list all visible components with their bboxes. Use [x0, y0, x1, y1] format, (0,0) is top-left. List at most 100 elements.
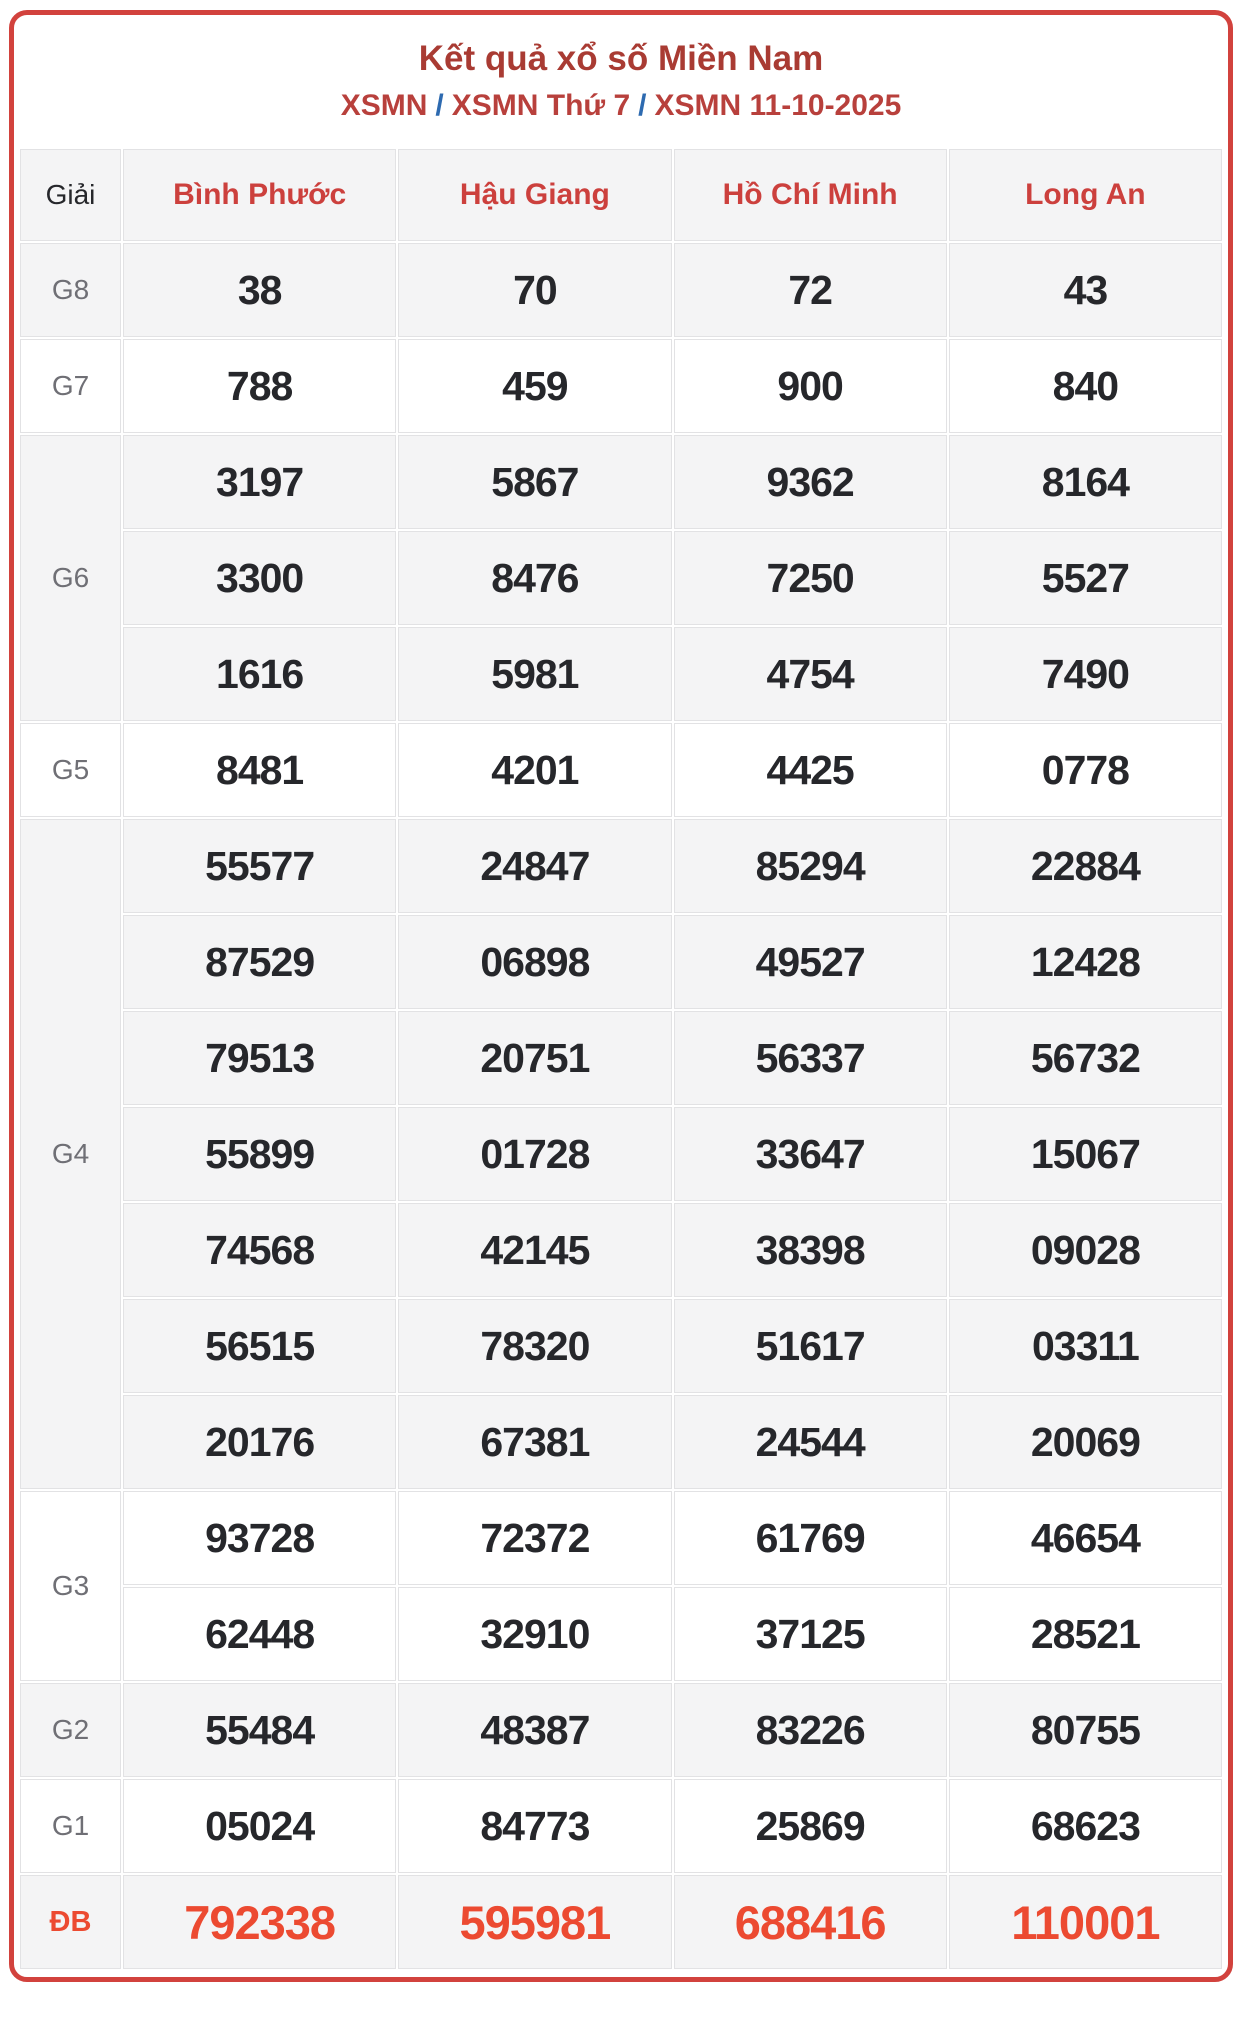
result-number: 51617	[673, 1299, 947, 1393]
result-number: 5527	[948, 531, 1222, 625]
column-header-prize: Giải	[20, 149, 121, 241]
result-number: 688416	[673, 1875, 947, 1969]
result-number: 72	[673, 243, 947, 337]
prize-label-g6: G6	[20, 435, 121, 721]
result-number: 84773	[398, 1779, 672, 1873]
result-number: 72372	[398, 1491, 672, 1585]
result-number: 56732	[948, 1011, 1222, 1105]
result-number: 20069	[948, 1395, 1222, 1489]
breadcrumb-separator: /	[435, 89, 444, 122]
result-number: 09028	[948, 1203, 1222, 1297]
table-row: ĐB 792338 595981 688416 110001	[20, 1875, 1222, 1969]
result-number: 459	[398, 339, 672, 433]
result-number: 03311	[948, 1299, 1222, 1393]
result-number: 46654	[948, 1491, 1222, 1585]
result-number: 56337	[673, 1011, 947, 1105]
table-row: G5 8481 4201 4425 0778	[20, 723, 1222, 817]
result-number: 55577	[123, 819, 397, 913]
result-number: 15067	[948, 1107, 1222, 1201]
result-number: 595981	[398, 1875, 672, 1969]
result-number: 28521	[948, 1587, 1222, 1681]
result-number: 4201	[398, 723, 672, 817]
result-number: 788	[123, 339, 397, 433]
result-number: 78320	[398, 1299, 672, 1393]
prize-label-g5: G5	[20, 723, 121, 817]
result-number: 24847	[398, 819, 672, 913]
table-row: 56515 78320 51617 03311	[20, 1299, 1222, 1393]
result-number: 61769	[673, 1491, 947, 1585]
result-number: 1616	[123, 627, 397, 721]
result-number: 20751	[398, 1011, 672, 1105]
result-number: 38398	[673, 1203, 947, 1297]
result-number: 49527	[673, 915, 947, 1009]
result-number: 12428	[948, 915, 1222, 1009]
result-number: 9362	[673, 435, 947, 529]
result-number: 5867	[398, 435, 672, 529]
prize-label-g8: G8	[20, 243, 121, 337]
table-row: 79513 20751 56337 56732	[20, 1011, 1222, 1105]
result-number: 42145	[398, 1203, 672, 1297]
result-number: 05024	[123, 1779, 397, 1873]
page-title: Kết quả xổ số Miền Nam	[418, 39, 824, 78]
result-number: 24544	[673, 1395, 947, 1489]
table-row: G8 38 70 72 43	[20, 243, 1222, 337]
result-number: 80755	[948, 1683, 1222, 1777]
result-number: 56515	[123, 1299, 397, 1393]
prize-label-g3: G3	[20, 1491, 121, 1681]
result-number: 38	[123, 243, 397, 337]
result-number: 25869	[673, 1779, 947, 1873]
lottery-results-panel: Kết quả xổ số Miền Nam XSMN / XSMN Thứ 7/X…	[9, 10, 1233, 1982]
result-number: 4754	[673, 627, 947, 721]
result-number: 33647	[673, 1107, 947, 1201]
table-row: 87529 06898 49527 12428	[20, 915, 1222, 1009]
result-number: 01728	[398, 1107, 672, 1201]
column-header-long-an: Long An	[948, 149, 1222, 241]
result-number: 68623	[948, 1779, 1222, 1873]
result-number: 55484	[123, 1683, 397, 1777]
breadcrumb-item-xsmn[interactable]: XSMN	[340, 89, 428, 122]
breadcrumb-item-xsmn-date[interactable]: XSMN 11-10-2025	[654, 89, 902, 122]
table-row: 1616 5981 4754 7490	[20, 627, 1222, 721]
breadcrumb-item-xsmn-weekday[interactable]: XSMN Thứ 7	[451, 89, 631, 122]
result-number: 3300	[123, 531, 397, 625]
result-number: 37125	[673, 1587, 947, 1681]
result-number: 32910	[398, 1587, 672, 1681]
result-number: 22884	[948, 819, 1222, 913]
results-table: Giải Bình Phước Hậu Giang Hồ Chí Minh Lo…	[18, 147, 1224, 1971]
table-row: G4 55577 24847 85294 22884	[20, 819, 1222, 1489]
table-row: G6 3197 5867 9362 8164	[20, 435, 1222, 721]
result-number: 74568	[123, 1203, 397, 1297]
prize-label-g2: G2	[20, 1683, 121, 1777]
breadcrumb-separator: /	[638, 89, 647, 122]
result-number: 7490	[948, 627, 1222, 721]
result-number: 5981	[398, 627, 672, 721]
result-number: 85294	[673, 819, 947, 913]
table-row: G2 55484 48387 83226 80755	[20, 1683, 1222, 1777]
result-number: 83226	[673, 1683, 947, 1777]
result-number: 4425	[673, 723, 947, 817]
prize-label-g4: G4	[20, 819, 121, 1489]
result-number: 93728	[123, 1491, 397, 1585]
results-tbody: G8 38 70 72 43 G7 788 459 900 840 G6 3197 5867 9362 81…	[20, 243, 1222, 1969]
result-number: 8164	[948, 435, 1222, 529]
result-number: 840	[948, 339, 1222, 433]
result-number: 55899	[123, 1107, 397, 1201]
table-row: 74568 42145 38398 09028	[20, 1203, 1222, 1297]
result-number: 79513	[123, 1011, 397, 1105]
result-number: 06898	[398, 915, 672, 1009]
table-row: 20176 67381 24544 20069	[20, 1395, 1222, 1489]
result-number: 110001	[948, 1875, 1222, 1969]
result-number: 792338	[123, 1875, 397, 1969]
column-header-ho-chi-minh: Hồ Chí Minh	[673, 149, 947, 241]
result-number: 3197	[123, 435, 397, 529]
table-row: 3300 8476 7250 5527	[20, 531, 1222, 625]
result-number: 48387	[398, 1683, 672, 1777]
result-number: 900	[673, 339, 947, 433]
result-number: 70	[398, 243, 672, 337]
table-row: 55899 01728 33647 15067	[20, 1107, 1222, 1201]
result-number: 43	[948, 243, 1222, 337]
header-row: Giải Bình Phước Hậu Giang Hồ Chí Minh Lo…	[20, 149, 1222, 241]
result-number: 8476	[398, 531, 672, 625]
breadcrumb: XSMN / XSMN Thứ 7/XSMN 11-10-2025	[18, 89, 1224, 123]
result-number: 62448	[123, 1587, 397, 1681]
